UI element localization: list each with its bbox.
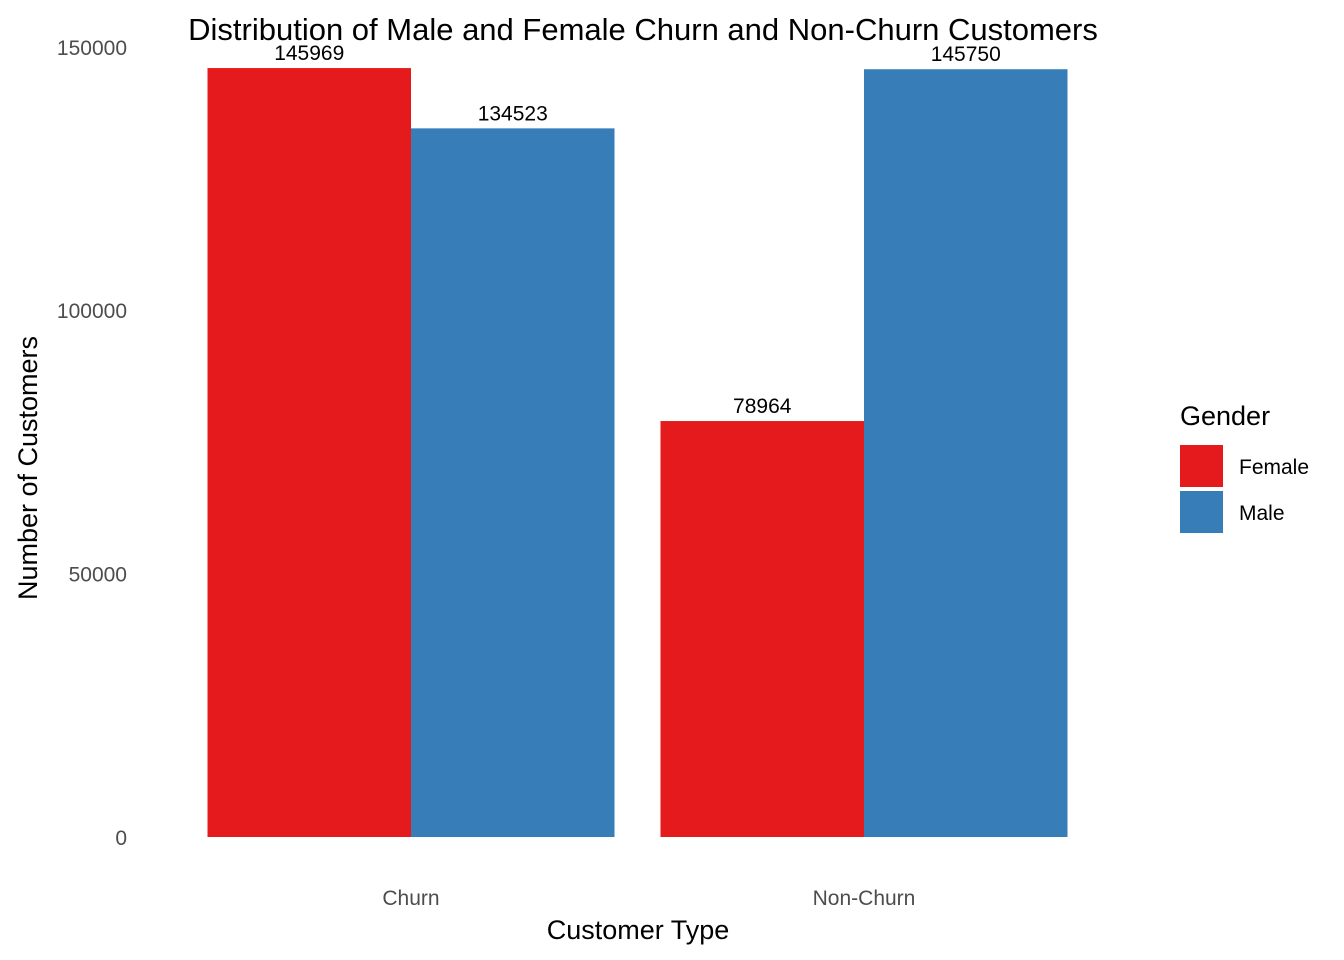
legend-swatch-male: [1180, 491, 1223, 533]
legend-swatch-female: [1180, 445, 1223, 487]
legend-label-male: Male: [1239, 502, 1285, 525]
y-axis: 0 50000 100000 150000: [57, 37, 127, 850]
y-tick-label: 100000: [57, 300, 127, 323]
legend: Gender Female Male: [1180, 401, 1309, 533]
legend-label-female: Female: [1239, 456, 1309, 479]
y-tick-label: 150000: [57, 37, 127, 60]
bar-churn-male: [411, 128, 615, 837]
bar-churn-female: [207, 68, 411, 837]
y-tick-label: 50000: [69, 564, 127, 587]
chart-title: Distribution of Male and Female Churn an…: [188, 12, 1098, 47]
data-label: 78964: [733, 395, 792, 418]
y-tick-label: 0: [115, 827, 127, 850]
x-axis-title: Customer Type: [547, 915, 730, 945]
bar-non-churn-male: [864, 69, 1068, 838]
x-tick-label: Non-Churn: [813, 887, 916, 910]
x-axis: Churn Non-Churn: [382, 887, 915, 910]
y-axis-title: Number of Customers: [13, 336, 43, 600]
legend-title: Gender: [1180, 401, 1270, 431]
data-label: 145969: [274, 42, 344, 65]
x-tick-label: Churn: [382, 887, 439, 910]
bars: 145969 134523 78964 145750: [207, 42, 1068, 838]
bar-non-churn-female: [660, 421, 864, 837]
data-label: 145750: [931, 43, 1001, 66]
data-label: 134523: [478, 102, 548, 125]
